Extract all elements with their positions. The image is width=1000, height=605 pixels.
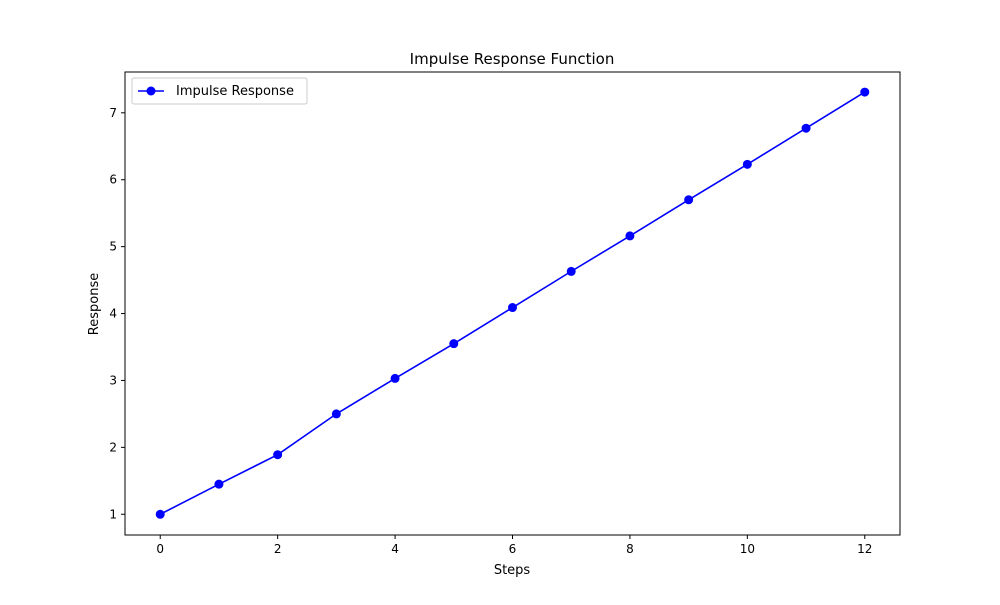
y-tick-label: 4 [109, 307, 117, 321]
data-point [449, 339, 459, 349]
x-tick-label: 6 [509, 542, 517, 556]
x-axis-label: Steps [494, 563, 531, 578]
x-axis: 0 2 4 6 8 10 12 [156, 535, 872, 556]
legend-box [131, 77, 308, 105]
data-point [508, 303, 517, 313]
x-tick-label: 4 [391, 542, 399, 556]
data-point [214, 479, 224, 489]
data-point [331, 409, 341, 419]
data-point [684, 195, 694, 205]
data-point [566, 266, 576, 276]
data-point [625, 231, 635, 241]
y-tick-label: 7 [109, 106, 117, 120]
data-point [860, 87, 870, 97]
x-tick-label: 12 [857, 542, 872, 556]
data-point [390, 373, 400, 383]
y-axis-label: Response [87, 273, 102, 335]
y-tick-label: 1 [109, 507, 117, 521]
series-points [155, 87, 870, 519]
y-tick-label: 2 [109, 440, 117, 454]
y-tick-label: 3 [109, 373, 117, 387]
x-tick-label: 8 [626, 542, 634, 556]
y-tick-label: 6 [109, 173, 117, 187]
legend-label: Impulse Response [176, 84, 294, 99]
legend-marker-swatch [146, 86, 156, 96]
chart-title: Impulse Response Function [410, 50, 615, 68]
x-tick-label: 0 [156, 542, 164, 556]
y-tick-label: 5 [109, 240, 117, 254]
data-point [801, 123, 811, 133]
x-tick-label: 2 [274, 542, 282, 556]
data-point [742, 159, 752, 169]
legend: Impulse Response [131, 77, 308, 105]
data-point [155, 509, 165, 519]
y-axis: 1 2 3 4 5 6 7 [109, 106, 125, 521]
data-point [273, 450, 283, 460]
x-tick-label: 10 [740, 542, 755, 556]
